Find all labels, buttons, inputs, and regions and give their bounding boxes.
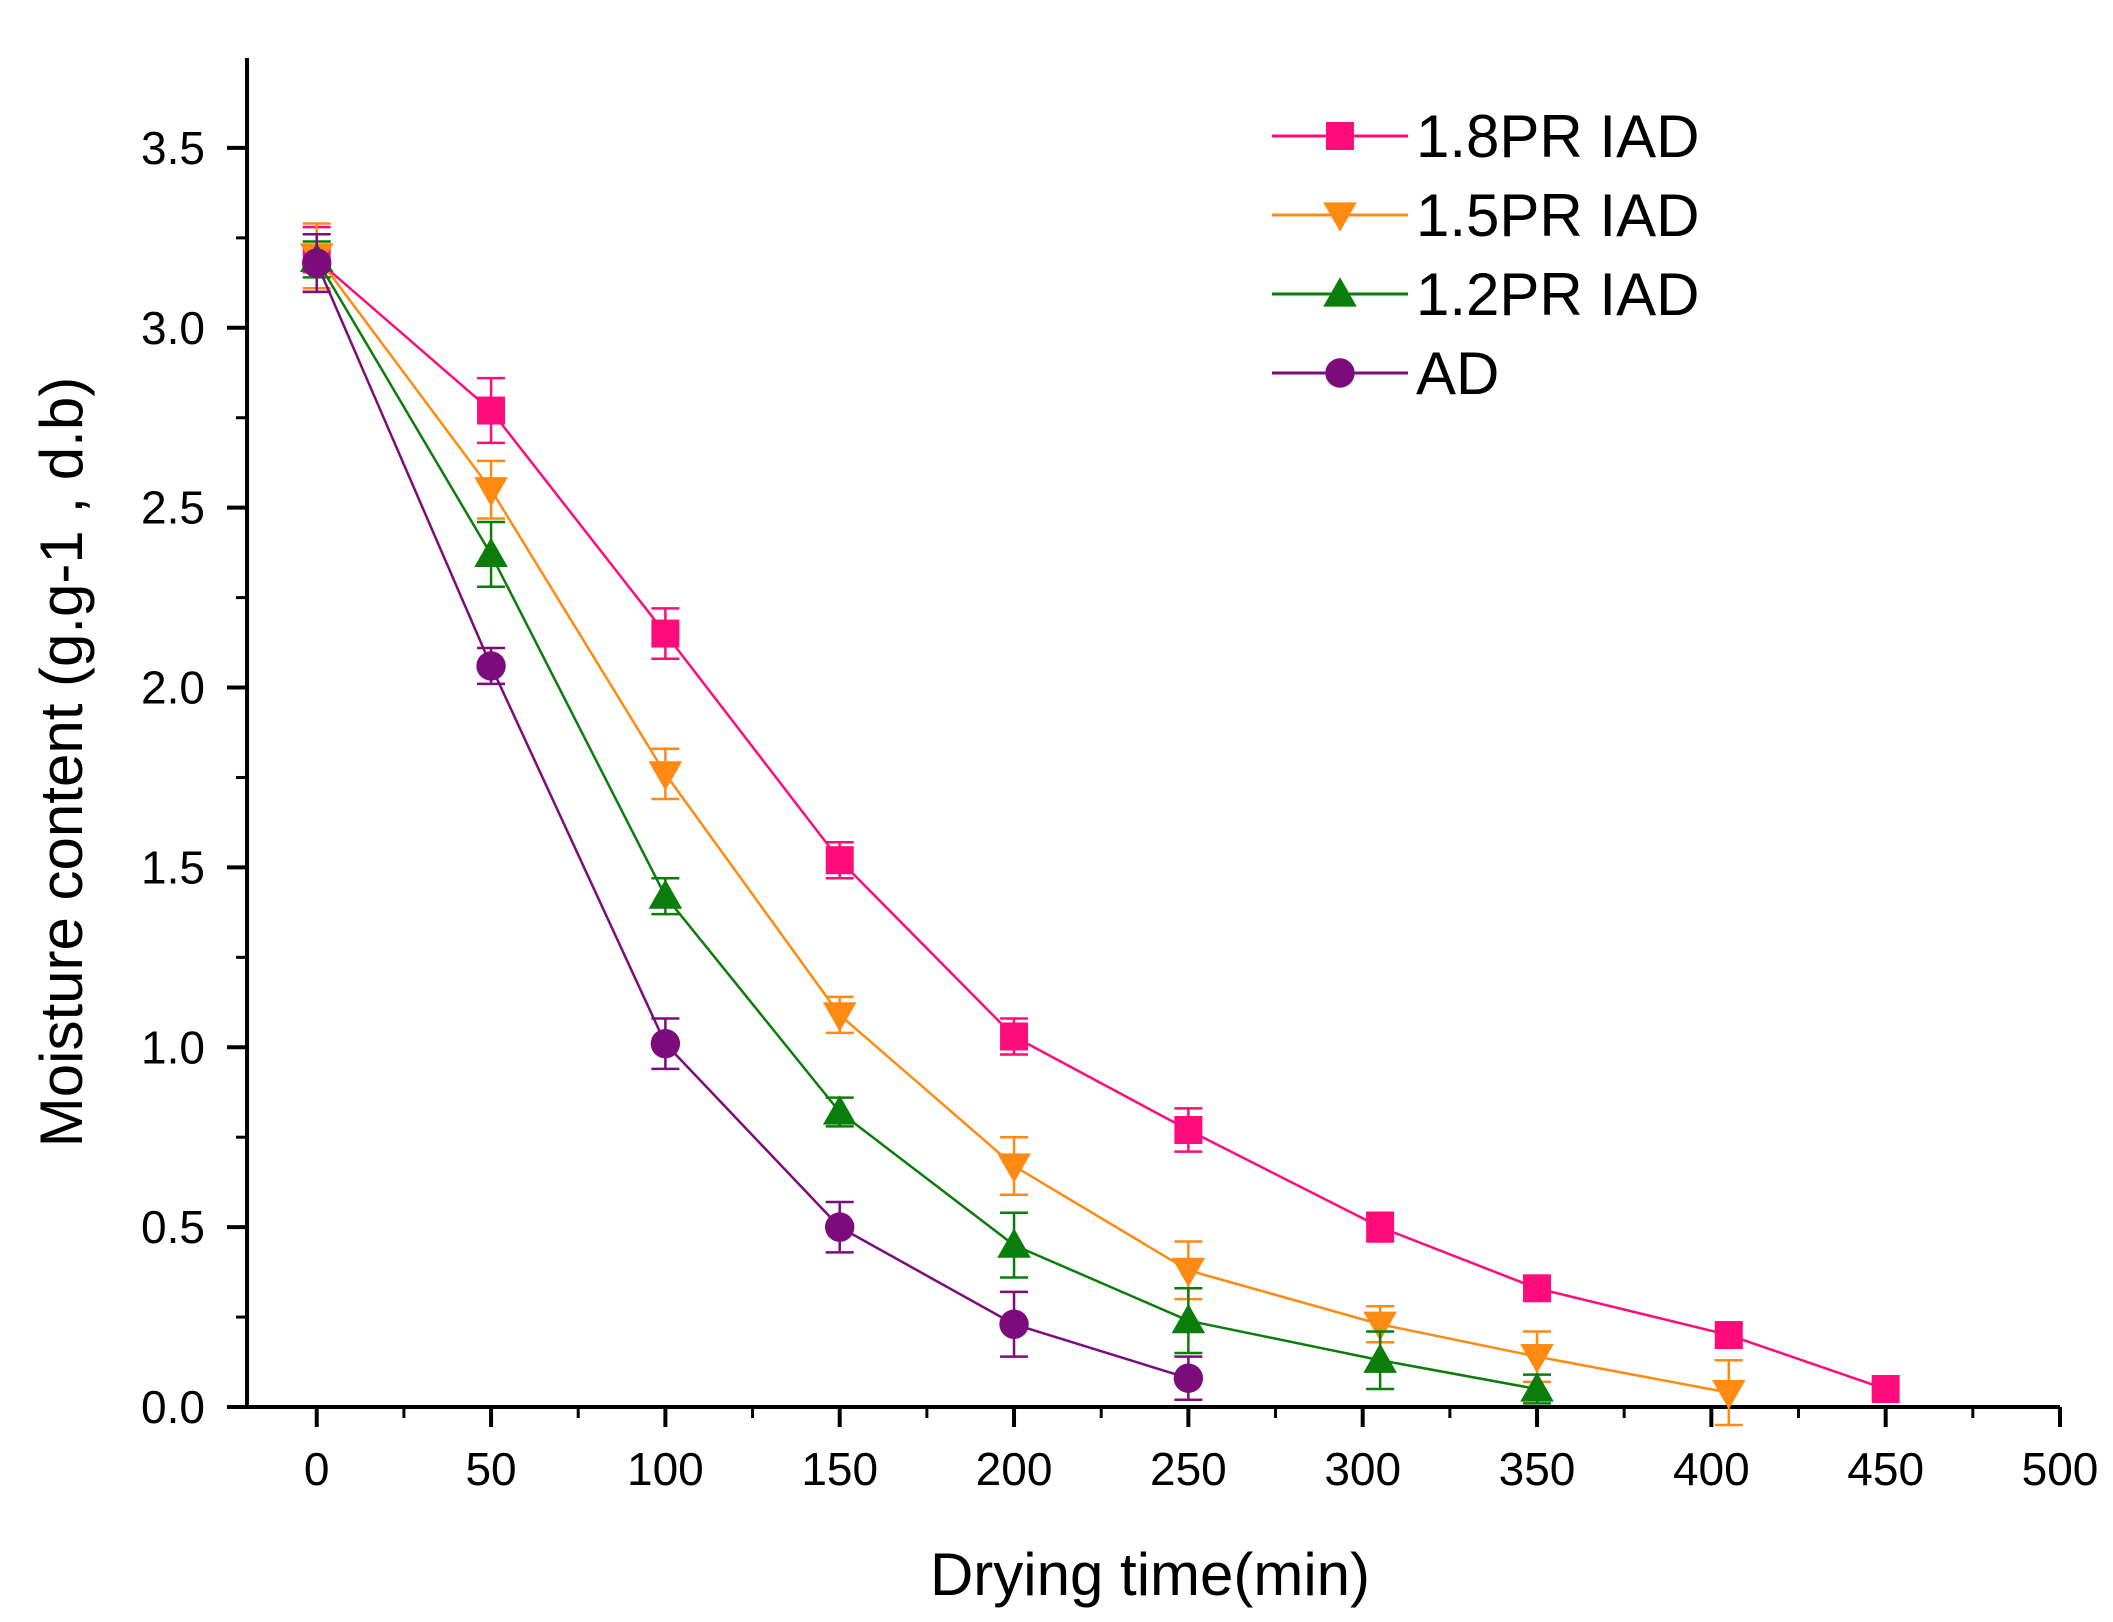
series-ad — [302, 233, 1204, 1402]
series-1-5pr-iad — [299, 222, 1746, 1427]
data-point — [1174, 1116, 1203, 1145]
data-point — [1363, 1343, 1397, 1373]
series-layer — [299, 222, 1900, 1427]
y-tick-label: 3.0 — [141, 302, 205, 354]
data-point — [825, 846, 854, 875]
legend: 1.8PR IAD 1.5PR IAD 1.2PR IAD AD — [1272, 103, 1699, 407]
x-tick-label: 250 — [1150, 1443, 1227, 1495]
data-point — [1871, 1375, 1900, 1404]
data-point — [651, 619, 680, 648]
series-line — [315, 262, 1189, 1380]
data-point — [474, 477, 508, 507]
x-tick-label: 300 — [1324, 1443, 1401, 1495]
data-point — [648, 879, 683, 909]
legend-label: 1.5PR IAD — [1416, 182, 1699, 249]
legend-label: 1.2PR IAD — [1416, 261, 1699, 328]
x-axis-title: Drying time(min) — [930, 1541, 1370, 1608]
data-point — [997, 1228, 1031, 1258]
data-point — [1366, 1213, 1395, 1242]
y-tick-label: 2.5 — [141, 482, 205, 534]
series-line — [315, 255, 1730, 1394]
legend-item: 1.2PR IAD — [1272, 261, 1699, 328]
data-point — [474, 537, 508, 568]
data-point — [1000, 1022, 1029, 1051]
legend-item: 1.5PR IAD — [1272, 182, 1699, 249]
data-point — [648, 761, 683, 791]
data-point — [825, 1212, 855, 1242]
legend-marker — [1325, 358, 1355, 388]
x-tick-label: 200 — [976, 1443, 1053, 1495]
data-point — [1520, 1344, 1554, 1374]
y-tick-label: 0.0 — [141, 1381, 205, 1433]
y-tick-label: 1.0 — [141, 1021, 205, 1073]
x-tick-label: 350 — [1499, 1443, 1576, 1495]
x-tick-label: 400 — [1673, 1443, 1750, 1495]
data-point — [477, 396, 506, 425]
data-point — [1523, 1274, 1552, 1303]
data-point — [822, 1002, 857, 1032]
legend-item: AD — [1272, 340, 1499, 407]
x-tick-label: 450 — [1847, 1443, 1924, 1495]
y-axis-title: Moisture content (g.g-1 , d.b) — [28, 377, 95, 1147]
data-point — [476, 651, 506, 681]
data-point — [822, 1095, 857, 1125]
data-point — [1520, 1372, 1554, 1402]
data-point — [302, 248, 332, 278]
y-tick-label: 1.5 — [141, 841, 205, 893]
legend-label: AD — [1416, 340, 1499, 407]
x-tick-label: 50 — [465, 1443, 516, 1495]
series-line — [315, 258, 1887, 1391]
axes-layer: 0 50 100 150 200 250 300 350 400 450 500 0.0 0.5 1.0 1… — [141, 58, 2098, 1495]
legend-marker — [1326, 122, 1354, 150]
data-point — [997, 1153, 1031, 1183]
data-point — [1714, 1321, 1743, 1350]
y-tick-label: 2.0 — [141, 662, 205, 714]
y-tick-label: 3.5 — [141, 122, 205, 174]
data-point — [999, 1309, 1029, 1339]
x-tick-label: 100 — [627, 1443, 704, 1495]
data-point — [1171, 1303, 1206, 1334]
y-tick-label: 0.5 — [141, 1201, 205, 1253]
legend-marker — [1323, 202, 1357, 232]
data-point — [1711, 1380, 1746, 1410]
x-tick-label: 150 — [801, 1443, 878, 1495]
x-tick-label: 0 — [304, 1443, 330, 1495]
data-point — [1363, 1311, 1397, 1342]
legend-item: 1.8PR IAD — [1272, 103, 1699, 170]
data-point — [1173, 1363, 1204, 1393]
data-point — [650, 1028, 681, 1059]
series-1-8pr-iad — [302, 225, 1900, 1404]
legend-label: 1.8PR IAD — [1416, 103, 1699, 170]
legend-marker — [1323, 277, 1357, 307]
data-point — [1171, 1257, 1206, 1288]
series-line — [315, 258, 1538, 1391]
x-tick-label: 500 — [2022, 1443, 2099, 1495]
